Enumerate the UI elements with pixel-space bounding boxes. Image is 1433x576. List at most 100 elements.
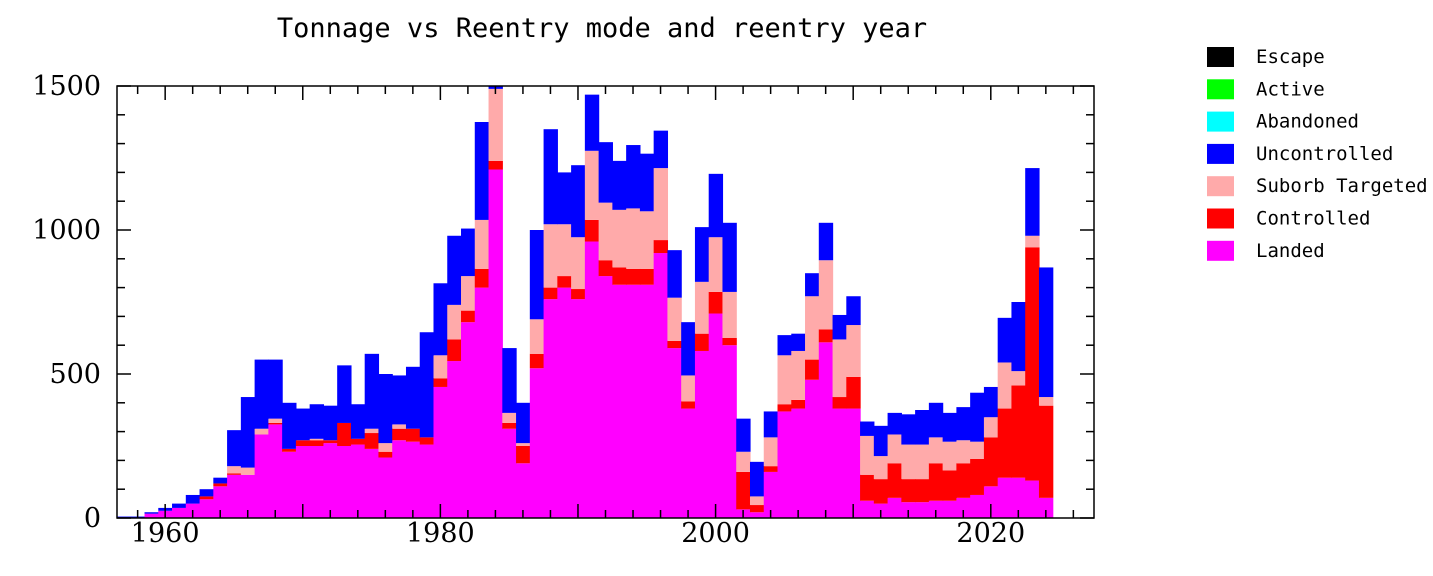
bar-segment <box>653 253 669 519</box>
chart-title: Tonnage vs Reentry mode and reentry year <box>277 13 927 44</box>
bar-segment <box>956 440 971 464</box>
bar-segment <box>901 444 916 480</box>
bar-segment <box>557 224 572 277</box>
bar-segment <box>571 165 586 238</box>
bar-segment <box>309 438 325 441</box>
bar-segment <box>928 463 944 501</box>
bar-segment <box>694 281 710 334</box>
bar-segment <box>749 461 765 497</box>
bar-segment <box>309 440 325 446</box>
bar-segment <box>956 463 971 498</box>
bar-segment <box>873 479 889 504</box>
bar-segment <box>543 224 558 288</box>
bar-segment <box>516 402 531 444</box>
bar-segment <box>461 322 476 518</box>
bar-segment <box>1025 480 1040 518</box>
bar-segment <box>901 479 916 503</box>
bar-segment <box>447 304 462 340</box>
bar-segment <box>694 333 710 351</box>
bar-segment <box>405 428 421 442</box>
y-tick-label: 1500 <box>32 71 101 102</box>
bar-segment <box>419 437 435 445</box>
bar-segment <box>777 404 792 412</box>
bar-segment <box>447 235 462 305</box>
bar-segment <box>997 408 1013 478</box>
legend-swatch <box>1207 143 1234 164</box>
bar-segment <box>295 446 311 518</box>
bar-segment <box>1025 168 1040 236</box>
bar-segment <box>626 208 641 269</box>
bar-segment <box>639 268 655 285</box>
bar-segment <box>213 486 228 518</box>
bar-segment <box>337 446 352 518</box>
bar-segment <box>323 405 338 441</box>
bar-segment <box>887 463 902 498</box>
bar-segment <box>488 88 503 161</box>
bar-segment <box>694 227 710 282</box>
legend-swatch <box>1207 47 1234 67</box>
bar-segment <box>392 424 407 429</box>
bar-segment <box>860 421 875 436</box>
bar-segment <box>516 446 531 464</box>
bar-segment <box>791 408 806 518</box>
bar-segment <box>598 260 613 277</box>
bar-segment <box>1011 477 1026 518</box>
bar-segment <box>942 470 957 501</box>
bar-segment <box>818 329 834 343</box>
bar-segment <box>350 444 366 518</box>
legend-label: Suborb Targeted <box>1256 175 1428 197</box>
bar-segment <box>667 348 682 518</box>
bar-segment <box>337 365 352 423</box>
bar-segment <box>199 489 214 497</box>
bar-segment <box>378 443 393 452</box>
bar-segment <box>350 404 366 439</box>
bar-segment <box>405 441 421 518</box>
legend-swatch <box>1207 111 1234 132</box>
bar-segment <box>970 494 985 518</box>
bar-segment <box>791 350 806 400</box>
bar-segment <box>708 173 724 238</box>
bar-segment <box>832 314 847 340</box>
bar-segment <box>1038 397 1054 406</box>
bar-segment <box>860 500 875 518</box>
bar-segment <box>199 499 214 518</box>
bar-segment <box>805 273 820 297</box>
bar-segment <box>970 392 985 442</box>
bar-segment <box>612 160 627 210</box>
bar-segment <box>282 402 297 449</box>
bar-segment <box>474 219 490 269</box>
bar-segment <box>983 486 999 518</box>
bar-segment <box>749 496 765 506</box>
bar-segment <box>832 339 847 398</box>
bar-segment <box>461 276 476 311</box>
bar-segment <box>681 401 696 409</box>
bar-segment <box>791 399 806 409</box>
bar-segment <box>681 375 696 402</box>
bar-segment <box>681 408 696 518</box>
bar-segment <box>736 418 751 452</box>
bar-segment <box>405 366 421 429</box>
bar-segment <box>240 397 256 468</box>
bar-segment <box>185 494 201 504</box>
bar-segment <box>805 359 820 380</box>
bar-segment <box>736 451 751 472</box>
bar-segment <box>970 441 985 459</box>
bar-segment <box>722 345 737 518</box>
legend-label: Escape <box>1256 46 1325 68</box>
y-tick-label: 1000 <box>32 215 101 246</box>
legend-label: Landed <box>1256 240 1325 262</box>
bar-segment <box>749 512 765 518</box>
bar-segment <box>543 129 558 225</box>
legend: Escape Active Abandoned Uncontrolled Suborb … <box>1207 46 1428 262</box>
bar-segment <box>392 428 407 441</box>
bar-segment <box>571 237 586 290</box>
bar-segment <box>942 412 957 442</box>
bar-segment <box>805 296 820 360</box>
y-tick-label: 0 <box>84 503 101 534</box>
bar-segment <box>378 374 393 444</box>
bar-segment <box>529 319 545 354</box>
bar-segment <box>763 471 779 518</box>
bar-segment <box>873 456 889 480</box>
bar-segment <box>364 433 380 449</box>
